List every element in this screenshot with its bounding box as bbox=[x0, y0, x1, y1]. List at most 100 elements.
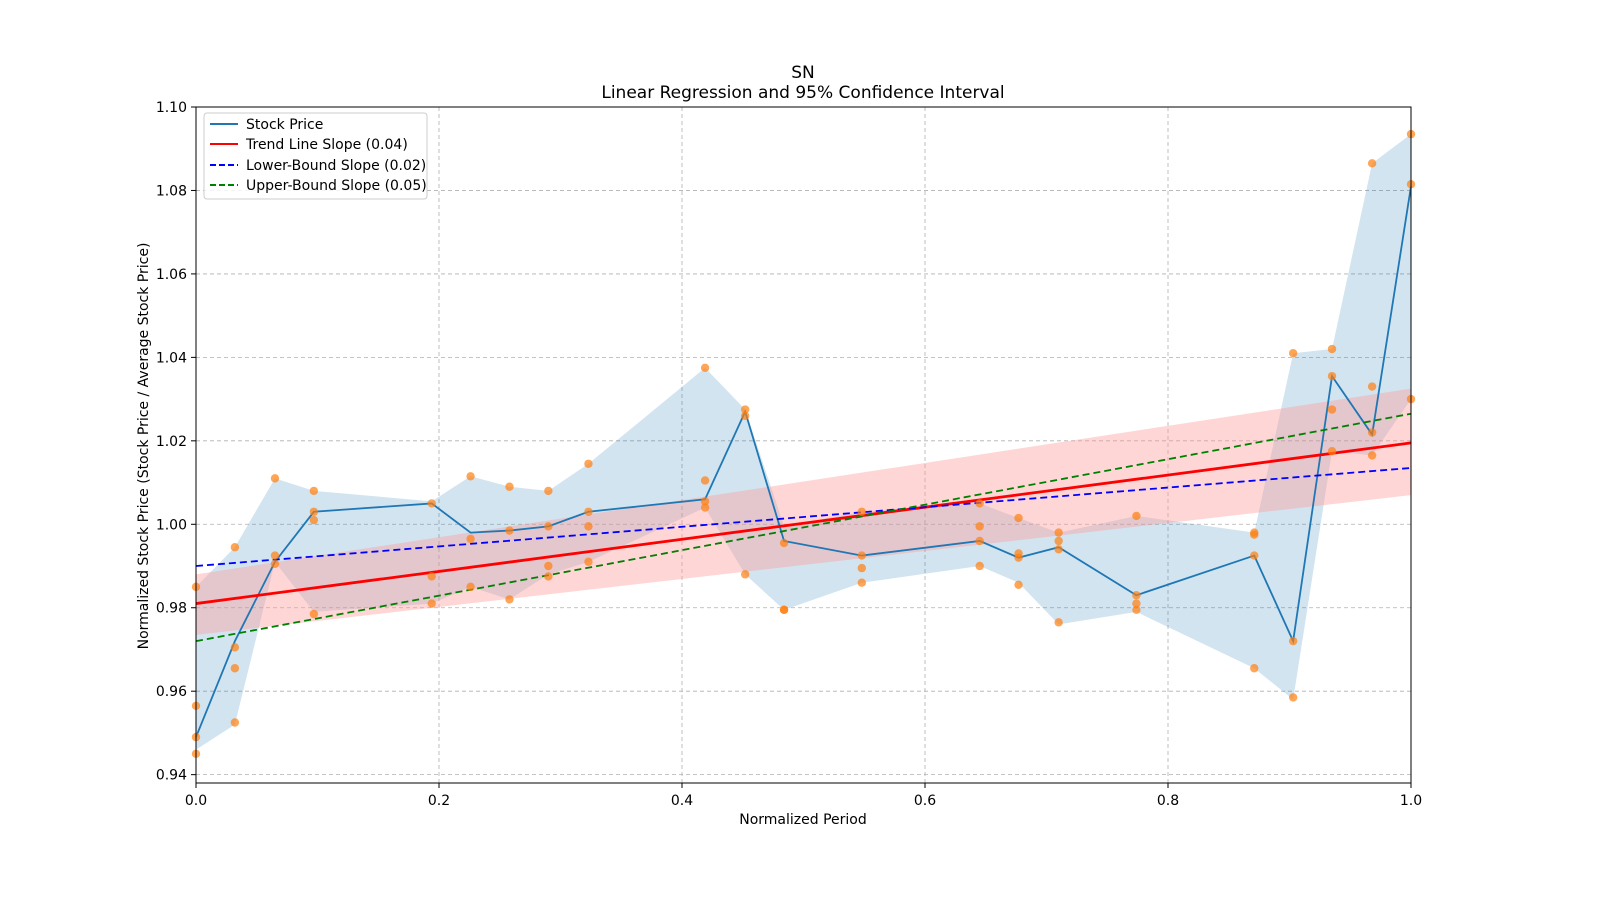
observation-point bbox=[270, 551, 280, 560]
y-tick-label: 1.00 bbox=[156, 517, 187, 533]
y-tick-label: 1.08 bbox=[156, 183, 187, 199]
observation-point bbox=[1367, 428, 1377, 437]
legend-box bbox=[203, 112, 428, 200]
x-tick-label: 0.4 bbox=[671, 793, 693, 809]
observation-point bbox=[740, 411, 750, 420]
observation-point bbox=[975, 536, 984, 546]
observation-point bbox=[1327, 344, 1337, 354]
observation-point bbox=[1014, 513, 1023, 523]
observation-point bbox=[544, 572, 553, 581]
observation-point bbox=[857, 551, 867, 560]
y-tick-label: 1.10 bbox=[156, 100, 187, 116]
observation-point bbox=[270, 559, 280, 569]
observation-point bbox=[975, 561, 984, 571]
y-tick-label: 1.04 bbox=[156, 350, 187, 366]
x-tick-label: 1.0 bbox=[1400, 793, 1422, 809]
y-tick-label: 1.02 bbox=[156, 434, 187, 450]
y-tick-label: 0.98 bbox=[156, 601, 187, 617]
observation-point bbox=[1014, 553, 1023, 562]
observation-point bbox=[230, 664, 240, 673]
observation-point bbox=[466, 534, 475, 544]
y-axis-ticks: 0.94 0.96 0.98 1.00 1.02 1.04 1.06 1.08 1.10 bbox=[156, 100, 196, 784]
legend-label-lower: Lower-Bound Slope (0.02) bbox=[246, 158, 426, 174]
x-tick-label: 0.6 bbox=[914, 793, 936, 809]
observation-points bbox=[191, 129, 1416, 758]
observation-point bbox=[1132, 599, 1141, 608]
observation-point bbox=[975, 499, 984, 508]
trend-line bbox=[195, 441, 1412, 605]
upper-bound-line bbox=[195, 412, 1412, 643]
observation-point bbox=[544, 522, 553, 531]
observation-point bbox=[857, 507, 867, 516]
observation-point bbox=[544, 561, 553, 571]
observation-point bbox=[1132, 511, 1141, 521]
observation-point bbox=[427, 599, 436, 608]
observation-point bbox=[1367, 451, 1377, 460]
y-tick-label: 1.06 bbox=[156, 267, 187, 283]
observation-point bbox=[1054, 545, 1063, 554]
observation-point bbox=[466, 582, 475, 592]
trend-confidence-band-group bbox=[196, 388, 1411, 635]
observation-point bbox=[700, 363, 710, 373]
series-lines bbox=[195, 186, 1412, 738]
observation-point bbox=[1014, 580, 1023, 589]
observation-point bbox=[1250, 551, 1259, 560]
x-tick-label: 0.8 bbox=[1157, 793, 1179, 809]
legend: Stock Price Trend Line Slope (0.04) Lowe… bbox=[203, 112, 428, 200]
observation-point bbox=[740, 405, 750, 414]
observation-point bbox=[1054, 618, 1063, 627]
observation-point bbox=[309, 486, 319, 496]
observation-point bbox=[584, 557, 593, 567]
y-tick-label: 0.94 bbox=[156, 768, 187, 784]
stock-price-line bbox=[195, 186, 1412, 738]
observation-point bbox=[857, 563, 867, 573]
x-tick-label: 0.0 bbox=[185, 793, 207, 809]
observation-point bbox=[230, 643, 240, 652]
observation-point bbox=[427, 499, 436, 508]
x-axis-ticks: 0.0 0.2 0.4 0.6 0.8 1.0 bbox=[185, 783, 1422, 809]
observation-point bbox=[700, 497, 710, 506]
observation-point bbox=[230, 718, 240, 727]
observation-point bbox=[1288, 693, 1298, 702]
x-tick-label: 0.2 bbox=[428, 793, 450, 809]
observation-point bbox=[1288, 348, 1298, 358]
observation-point bbox=[270, 474, 280, 483]
observation-point bbox=[230, 543, 240, 552]
y-tick-label: 0.96 bbox=[156, 684, 187, 700]
observation-point bbox=[1327, 371, 1337, 381]
observation-point bbox=[740, 570, 750, 579]
observation-point bbox=[700, 476, 710, 485]
observation-point bbox=[584, 507, 593, 516]
legend-label-upper: Upper-Bound Slope (0.05) bbox=[246, 178, 427, 194]
observation-point bbox=[1327, 405, 1337, 414]
plot-frame bbox=[195, 106, 1412, 784]
observation-point bbox=[309, 515, 319, 525]
observation-point bbox=[1132, 591, 1141, 600]
observation-point bbox=[1250, 530, 1259, 539]
observation-point bbox=[700, 503, 710, 512]
observation-point bbox=[544, 486, 553, 496]
price-confidence-band-group bbox=[196, 134, 1411, 750]
observation-point bbox=[1367, 159, 1377, 168]
observation-point bbox=[975, 522, 984, 531]
legend-label-stock-price: Stock Price bbox=[246, 117, 323, 133]
chart-subtitle: Linear Regression and 95% Confidence Int… bbox=[601, 83, 1004, 103]
legend-label-trend: Trend Line Slope (0.04) bbox=[245, 137, 408, 153]
observation-point bbox=[309, 609, 319, 619]
observation-point bbox=[779, 605, 789, 615]
observation-point bbox=[1250, 664, 1259, 673]
observation-point bbox=[584, 459, 593, 468]
observation-point bbox=[779, 538, 789, 548]
observation-point bbox=[505, 526, 514, 535]
trend-confidence-band bbox=[196, 388, 1411, 635]
chart-title: SN bbox=[791, 63, 815, 83]
observation-point bbox=[1288, 636, 1298, 646]
observation-point bbox=[584, 522, 593, 531]
observation-point bbox=[1327, 447, 1337, 456]
observation-point bbox=[1054, 536, 1063, 546]
y-axis-label: Normalized Stock Price (Stock Price / Av… bbox=[136, 243, 152, 650]
observation-point bbox=[1132, 605, 1141, 615]
price-confidence-band bbox=[196, 134, 1411, 750]
observation-point bbox=[857, 578, 867, 587]
